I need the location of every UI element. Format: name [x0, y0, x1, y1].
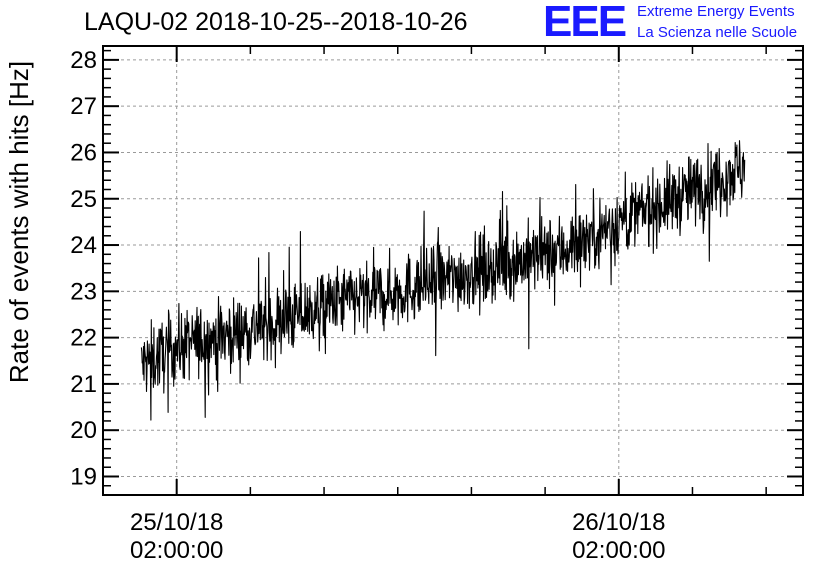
chart-title: LAQU-02 2018-10-25--2018-10-26	[84, 8, 468, 36]
grid	[103, 46, 803, 495]
y-tick-label: 27	[70, 93, 97, 120]
plot-frame	[102, 45, 804, 496]
y-tick-label: 26	[70, 139, 97, 166]
y-tick-label: 22	[70, 325, 97, 352]
x-tick-date: 26/10/18	[572, 509, 665, 536]
x-tick-date: 25/10/18	[130, 509, 223, 536]
series	[140, 140, 746, 421]
x-tick-time: 02:00:00	[130, 537, 223, 564]
ticks	[103, 46, 803, 496]
y-axis-title: Rate of events with hits [Hz]	[4, 61, 34, 383]
y-tick-label: 21	[70, 371, 97, 398]
y-tick-label: 24	[70, 232, 97, 259]
y-tick-labels: 19 20 21 22 23 24 25 26 27 28	[70, 47, 97, 491]
y-tick-label: 25	[70, 186, 97, 213]
y-tick-label: 20	[70, 417, 97, 444]
series-line	[140, 140, 746, 421]
logo-text-line2: La Scienza nelle Scuole	[637, 24, 798, 41]
y-tick-label: 19	[70, 463, 97, 490]
logo-mark: EEE	[543, 0, 627, 46]
logo-text-line1: Extreme Energy Events	[637, 3, 795, 20]
x-tick-time: 02:00:00	[572, 537, 665, 564]
y-tick-label: 28	[70, 47, 97, 74]
y-tick-label: 23	[70, 278, 97, 305]
